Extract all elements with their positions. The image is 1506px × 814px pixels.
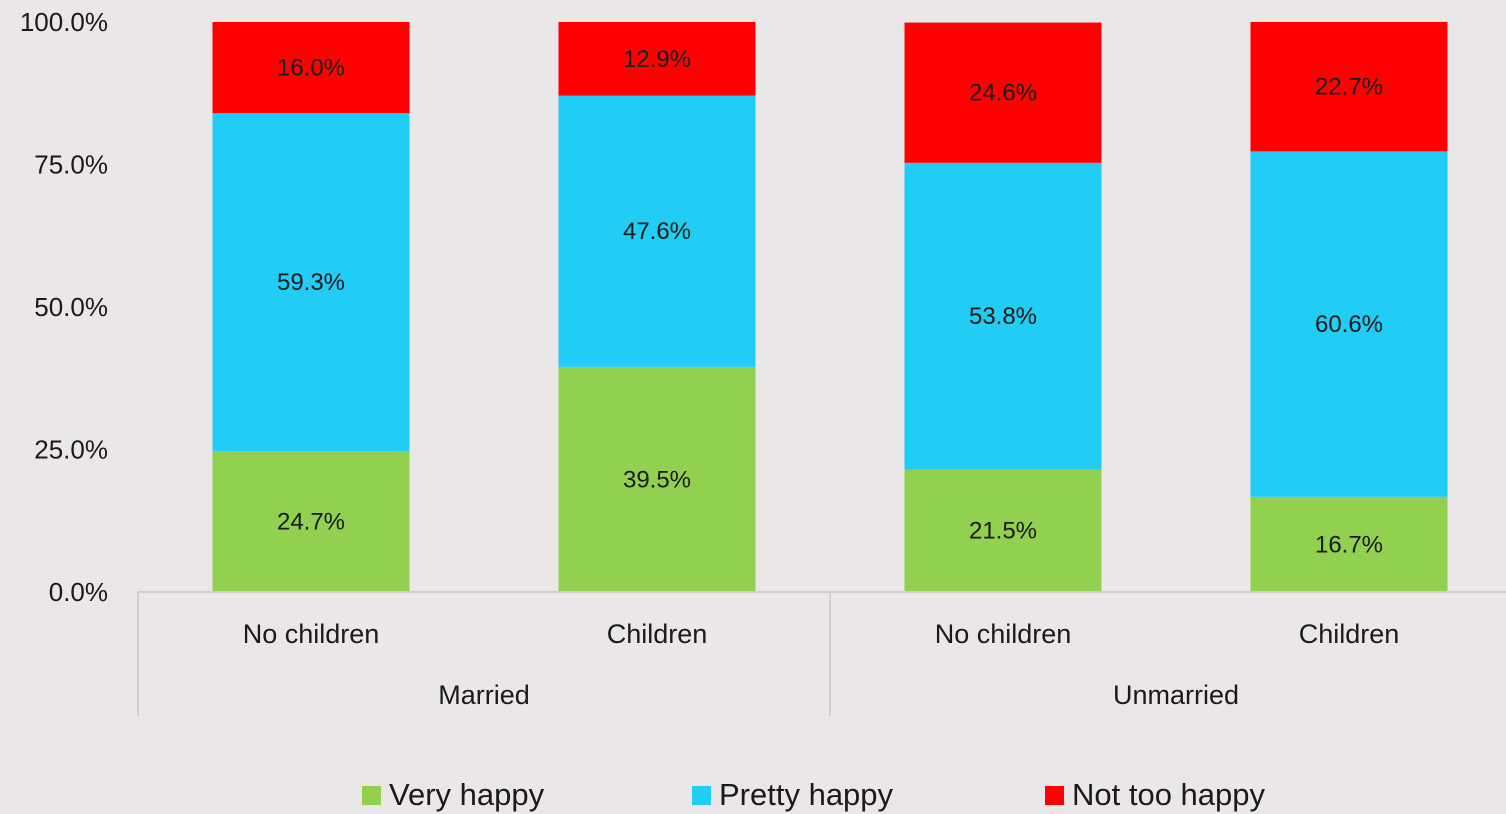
bar-segment-very-happy (212, 451, 410, 592)
data-label: 60.6% (1315, 311, 1383, 338)
data-label: 24.6% (969, 80, 1037, 107)
bar-segment-not-too-happy (558, 22, 756, 96)
y-tick-label: 75.0% (34, 150, 108, 180)
y-tick-label: 25.0% (34, 435, 108, 465)
x-category-label: Children (1299, 619, 1400, 649)
x-category-label: No children (243, 619, 380, 649)
bars: 24.7% 59.3% 16.0% 39.5% 47.6% 12.9% 21.5% 53.8%… (212, 22, 1448, 592)
bar-segment-not-too-happy (904, 22, 1102, 163)
y-axis: 0.0% 25.0% 50.0% 75.0% 100.0% (20, 7, 108, 607)
data-label: 39.5% (623, 466, 691, 493)
x-group-label: Married (438, 680, 530, 710)
legend-label: Pretty happy (719, 777, 894, 812)
legend: Very happy Pretty happy Not too happy (362, 777, 1266, 812)
y-tick-label: 50.0% (34, 292, 108, 322)
bar-segment-pretty-happy (904, 162, 1102, 470)
y-tick-label: 100.0% (20, 7, 108, 37)
data-label: 12.9% (623, 46, 691, 73)
data-label: 53.8% (969, 303, 1037, 330)
bar-segment-pretty-happy (558, 95, 756, 367)
legend-swatch (362, 786, 381, 805)
bar-segment-very-happy (558, 366, 756, 592)
data-label: 24.7% (277, 509, 345, 536)
bar-segment-not-too-happy (212, 22, 410, 114)
bar-segment-very-happy (904, 469, 1102, 592)
bar-segment-not-too-happy (1250, 22, 1448, 152)
legend-swatch (1045, 786, 1064, 805)
data-label: 47.6% (623, 218, 691, 245)
data-label: 16.0% (277, 55, 345, 82)
x-group-label: Unmarried (1113, 680, 1239, 710)
legend-label: Not too happy (1072, 777, 1266, 812)
bar-segment-very-happy (1250, 496, 1448, 592)
legend-swatch (692, 786, 711, 805)
bar-segment-pretty-happy (212, 113, 410, 452)
y-tick-label: 0.0% (49, 577, 108, 607)
bar-segment-pretty-happy (1250, 151, 1448, 497)
x-axis: No children Children Married No children Chi… (137, 591, 1506, 716)
data-label: 59.3% (277, 269, 345, 296)
data-label: 22.7% (1315, 74, 1383, 101)
legend-label: Very happy (389, 777, 545, 812)
data-label: 16.7% (1315, 531, 1383, 558)
x-category-label: Children (607, 619, 708, 649)
x-category-label: No children (935, 619, 1072, 649)
data-label: 21.5% (969, 518, 1037, 545)
